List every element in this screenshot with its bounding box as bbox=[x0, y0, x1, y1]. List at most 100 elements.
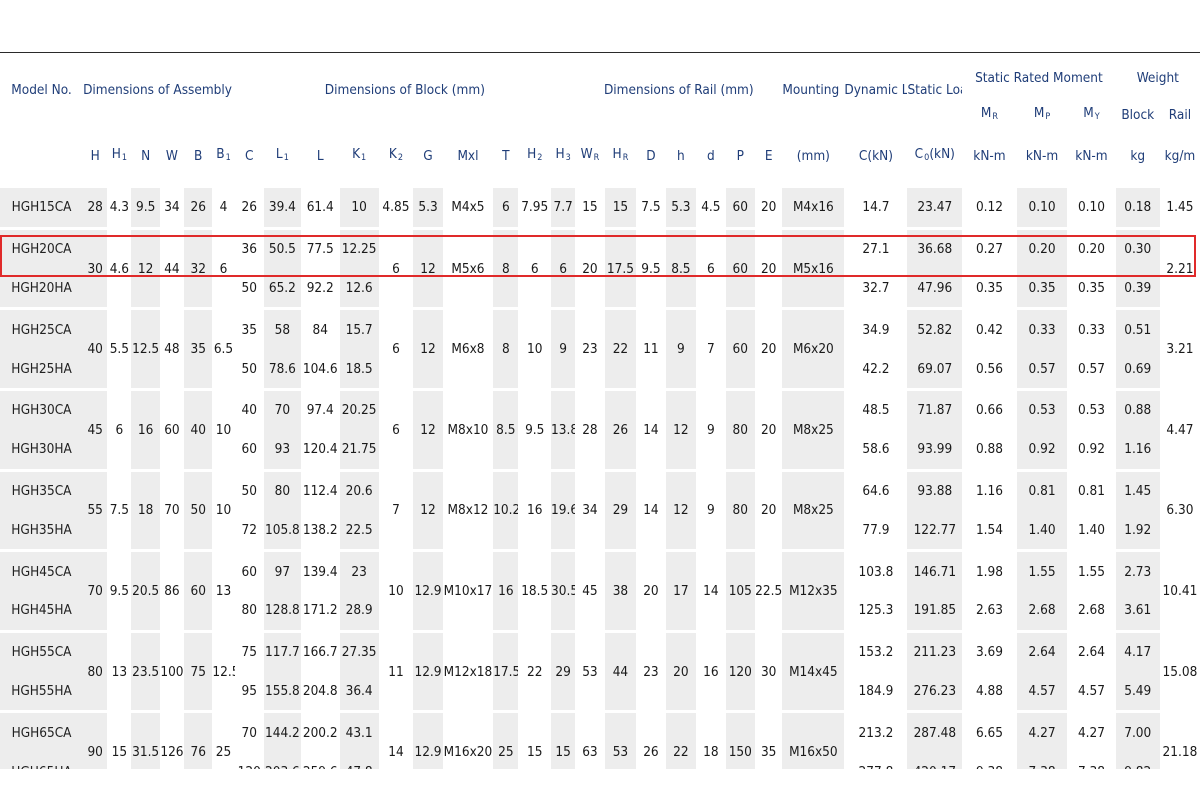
rail-e-cell: 20 bbox=[755, 307, 783, 390]
rail-hr-cell: 22 bbox=[604, 307, 637, 390]
my-header: MY bbox=[1067, 103, 1116, 127]
assembly-b1-cell: 12.5 bbox=[212, 629, 235, 712]
assembly-b1-cell: 25 bbox=[212, 710, 235, 769]
assembly-h1-cell: 7.5 bbox=[107, 468, 132, 551]
mp-cell: 7.38 bbox=[1016, 752, 1068, 769]
block-c-cell: 40 bbox=[234, 387, 264, 430]
block-h2-cell: 16 bbox=[518, 468, 552, 551]
rail-d-small-cell: 9 bbox=[696, 468, 726, 551]
rail-d-small-cell: 7 bbox=[696, 307, 726, 390]
mp-cell: 4.27 bbox=[1016, 710, 1068, 753]
assembly-w-cell: 70 bbox=[159, 468, 185, 551]
rail-weight-cell: 3.21 bbox=[1159, 307, 1200, 390]
block-l-cell: 138.2 bbox=[300, 510, 340, 551]
dim-symbol-header: Mxl bbox=[442, 127, 494, 187]
rail-hr-cell: 29 bbox=[604, 468, 637, 551]
table-row: HGH20CA 30 4.6 12 44 32 6 36 50.5 77.5 12.25 6 12 M5x… bbox=[0, 226, 1200, 309]
block-k1-cell: 28.9 bbox=[339, 590, 379, 632]
mr-cell: 2.63 bbox=[962, 590, 1017, 632]
block-h3-cell: 7.7 bbox=[551, 185, 576, 229]
block-t-cell: 6 bbox=[493, 185, 519, 229]
block-c-cell: 60 bbox=[234, 429, 264, 471]
mr-cell: 9.38 bbox=[962, 752, 1017, 769]
my-cell: 0.20 bbox=[1067, 226, 1116, 269]
my-cell: 0.92 bbox=[1067, 429, 1116, 471]
spec-table: Model No. Dimensions of Assembly (mm) Di… bbox=[0, 53, 1200, 769]
block-l1-cell: 105.8 bbox=[263, 510, 301, 551]
rail-hr-cell: 15 bbox=[604, 185, 637, 229]
block-t-cell: 16 bbox=[493, 549, 519, 632]
block-k1-cell: 36.4 bbox=[339, 671, 379, 712]
block-mxl-cell: M16x20 bbox=[442, 710, 494, 769]
block-l-cell: 120.4 bbox=[300, 429, 340, 471]
rail-h-small-cell: 8.5 bbox=[665, 226, 697, 309]
assembly-n-cell: 16 bbox=[131, 387, 160, 471]
block-l-cell: 61.4 bbox=[300, 185, 340, 229]
assembly-b1-cell: 10 bbox=[212, 468, 235, 551]
block-c-cell: 75 bbox=[234, 629, 264, 672]
static-load-cell: 52.82 bbox=[907, 307, 963, 350]
rail-d-small-cell: 14 bbox=[696, 549, 726, 632]
bolt-cell: M12x35 bbox=[782, 549, 845, 632]
table-row: HGH35CA 55 7.5 18 70 50 10 50 80 112.4 20.6 7 12 M8x1… bbox=[0, 468, 1200, 551]
dynamic-load-cell: 64.6 bbox=[844, 468, 908, 511]
static-load-cell: 420.17 bbox=[907, 752, 963, 769]
block-k2-cell: 4.85 bbox=[378, 185, 414, 229]
dynamic-load-cell: 213.2 bbox=[844, 710, 908, 753]
mp-cell: 0.81 bbox=[1016, 468, 1068, 511]
block-k2-cell: 11 bbox=[378, 629, 414, 712]
block-l1-cell: 117.7 bbox=[263, 629, 301, 672]
my-cell: 4.57 bbox=[1067, 671, 1116, 712]
my-cell: 0.57 bbox=[1067, 349, 1116, 390]
block-weight-cell: 0.30 bbox=[1115, 226, 1160, 269]
weight-header: Weight bbox=[1115, 53, 1200, 103]
assembly-header: Dimensions of Assembly (mm) bbox=[83, 53, 235, 127]
dim-symbol-header: B bbox=[184, 127, 213, 187]
block-t-cell: 8.5 bbox=[493, 387, 519, 471]
spec-sheet: Model No. Dimensions of Assembly (mm) Di… bbox=[0, 52, 1200, 769]
block-c-cell: 120 bbox=[234, 752, 264, 769]
rail-d-cell: 20 bbox=[636, 549, 666, 632]
model-cell: HGH45CA bbox=[0, 549, 84, 591]
assembly-b-cell: 60 bbox=[184, 549, 213, 632]
table-row: HGH35HA 72 105.8 138.2 22.5 77.9 122.77 1.54 1.4… bbox=[0, 510, 1200, 551]
assembly-h-cell: 90 bbox=[83, 710, 108, 769]
assembly-h-cell: 30 bbox=[83, 226, 108, 309]
static-load-header: Static Load Rating bbox=[907, 53, 963, 127]
rail-weight-cell: 10.41 bbox=[1159, 549, 1200, 632]
rail-header: Dimensions of Rail (mm) bbox=[575, 53, 783, 127]
model-sym-blank bbox=[0, 127, 84, 187]
block-t-cell: 8 bbox=[493, 307, 519, 390]
static-load-cell: 276.23 bbox=[907, 671, 963, 712]
block-g-cell: 12.9 bbox=[413, 629, 443, 712]
block-weight-header: Block bbox=[1115, 103, 1160, 127]
mr-cell: 4.88 bbox=[962, 671, 1017, 712]
dynamic-load-cell: 14.7 bbox=[844, 185, 908, 229]
block-l1-cell: 78.6 bbox=[263, 349, 301, 390]
block-mxl-cell: M8x12 bbox=[442, 468, 494, 551]
rail-h-small-cell: 5.3 bbox=[665, 185, 697, 229]
block-k1-cell: 21.75 bbox=[339, 429, 379, 471]
block-weight-cell: 0.18 bbox=[1115, 185, 1160, 229]
block-h3-cell: 19.6 bbox=[551, 468, 576, 551]
block-c-cell: 35 bbox=[234, 307, 264, 350]
rail-h-small-cell: 20 bbox=[665, 629, 697, 712]
rail-d-cell: 14 bbox=[636, 387, 666, 471]
block-t-cell: 10.2 bbox=[493, 468, 519, 551]
rail-p-cell: 120 bbox=[725, 629, 755, 712]
dim-symbol-header: H1 bbox=[107, 127, 132, 187]
rail-weight-cell: 21.18 bbox=[1159, 710, 1200, 769]
static-load-cell: 191.85 bbox=[907, 590, 963, 632]
mr-header: MR bbox=[962, 103, 1017, 127]
model-cell: HGH25HA bbox=[0, 349, 84, 390]
rail-d-cell: 26 bbox=[636, 710, 666, 769]
rail-hr-cell: 53 bbox=[604, 710, 637, 769]
assembly-h1-cell: 4.6 bbox=[107, 226, 132, 309]
block-l-cell: 200.2 bbox=[300, 710, 340, 753]
block-l-cell: 166.7 bbox=[300, 629, 340, 672]
block-h2-cell: 22 bbox=[518, 629, 552, 712]
assembly-b1-cell: 6.5 bbox=[212, 307, 235, 390]
table-row: HGH65CA 90 15 31.5 126 76 25 70 144.2 200.2 43.1 14… bbox=[0, 710, 1200, 769]
mr-cell: 1.98 bbox=[962, 549, 1017, 591]
rail-p-cell: 150 bbox=[725, 710, 755, 769]
